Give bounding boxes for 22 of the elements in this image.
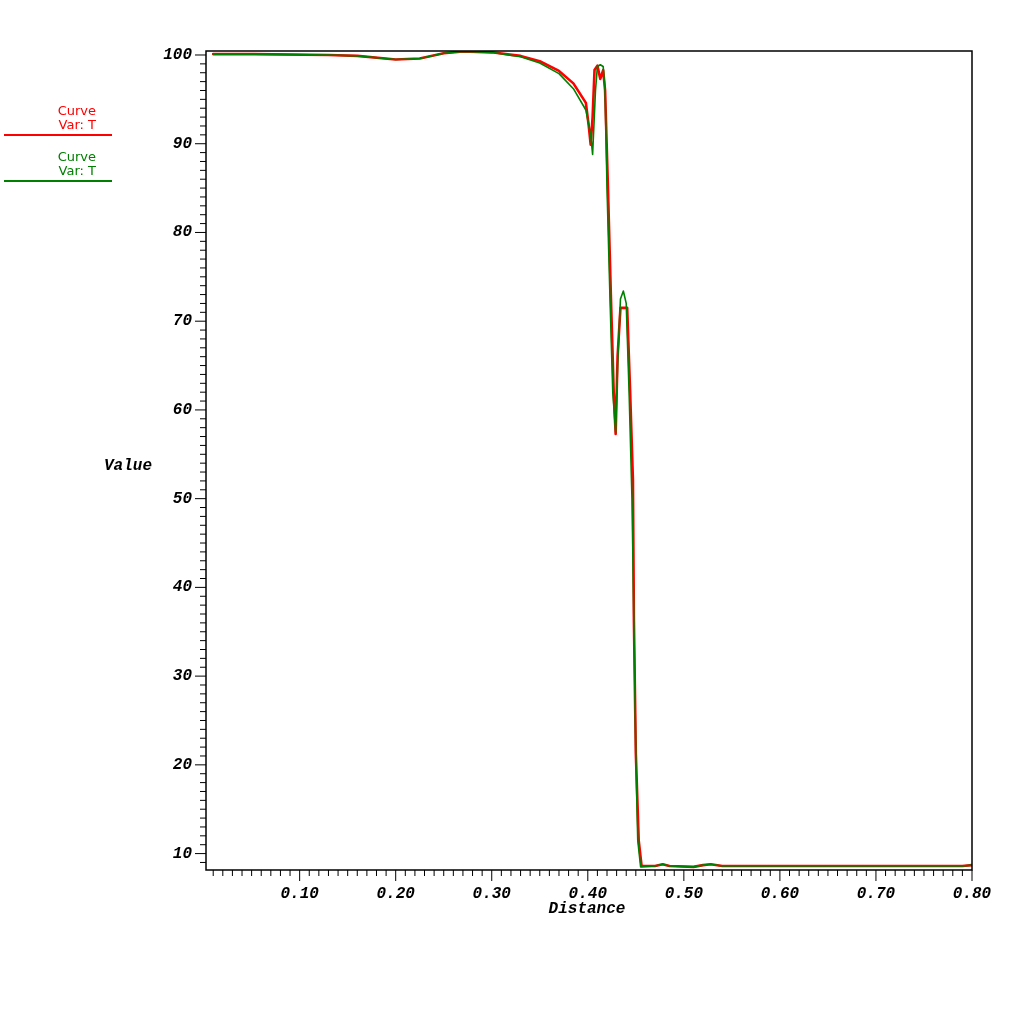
y-tick-label: 80 [172, 223, 193, 242]
x-tick-label: 0.30 [472, 884, 512, 903]
y-tick-label: 50 [172, 489, 193, 508]
y-tick-label: 70 [172, 312, 193, 331]
y-tick-label: 30 [172, 667, 193, 686]
y-tick-label: 40 [172, 578, 193, 597]
y-tick-label: 20 [172, 755, 193, 774]
text: Curve Var: T [56, 103, 97, 132]
x-tick-label: 0.10 [280, 884, 320, 903]
y-tick-label: 100 [163, 46, 193, 65]
text: Curve Var: T [56, 149, 97, 178]
y-axis-title: Value [103, 456, 152, 475]
x-axis-title: Distance [548, 900, 626, 919]
x-tick-label: 0.80 [952, 884, 992, 903]
y-tick-label: 60 [172, 400, 193, 419]
y-tick-label: 90 [172, 134, 193, 153]
x-tick-label: 0.50 [664, 884, 704, 903]
x-tick-label: 0.40 [568, 884, 608, 903]
x-tick-label: 0.20 [376, 884, 416, 903]
y-tick-label: 10 [172, 844, 193, 863]
x-tick-label: 0.60 [760, 884, 800, 903]
x-tick-label: 0.70 [856, 884, 896, 903]
